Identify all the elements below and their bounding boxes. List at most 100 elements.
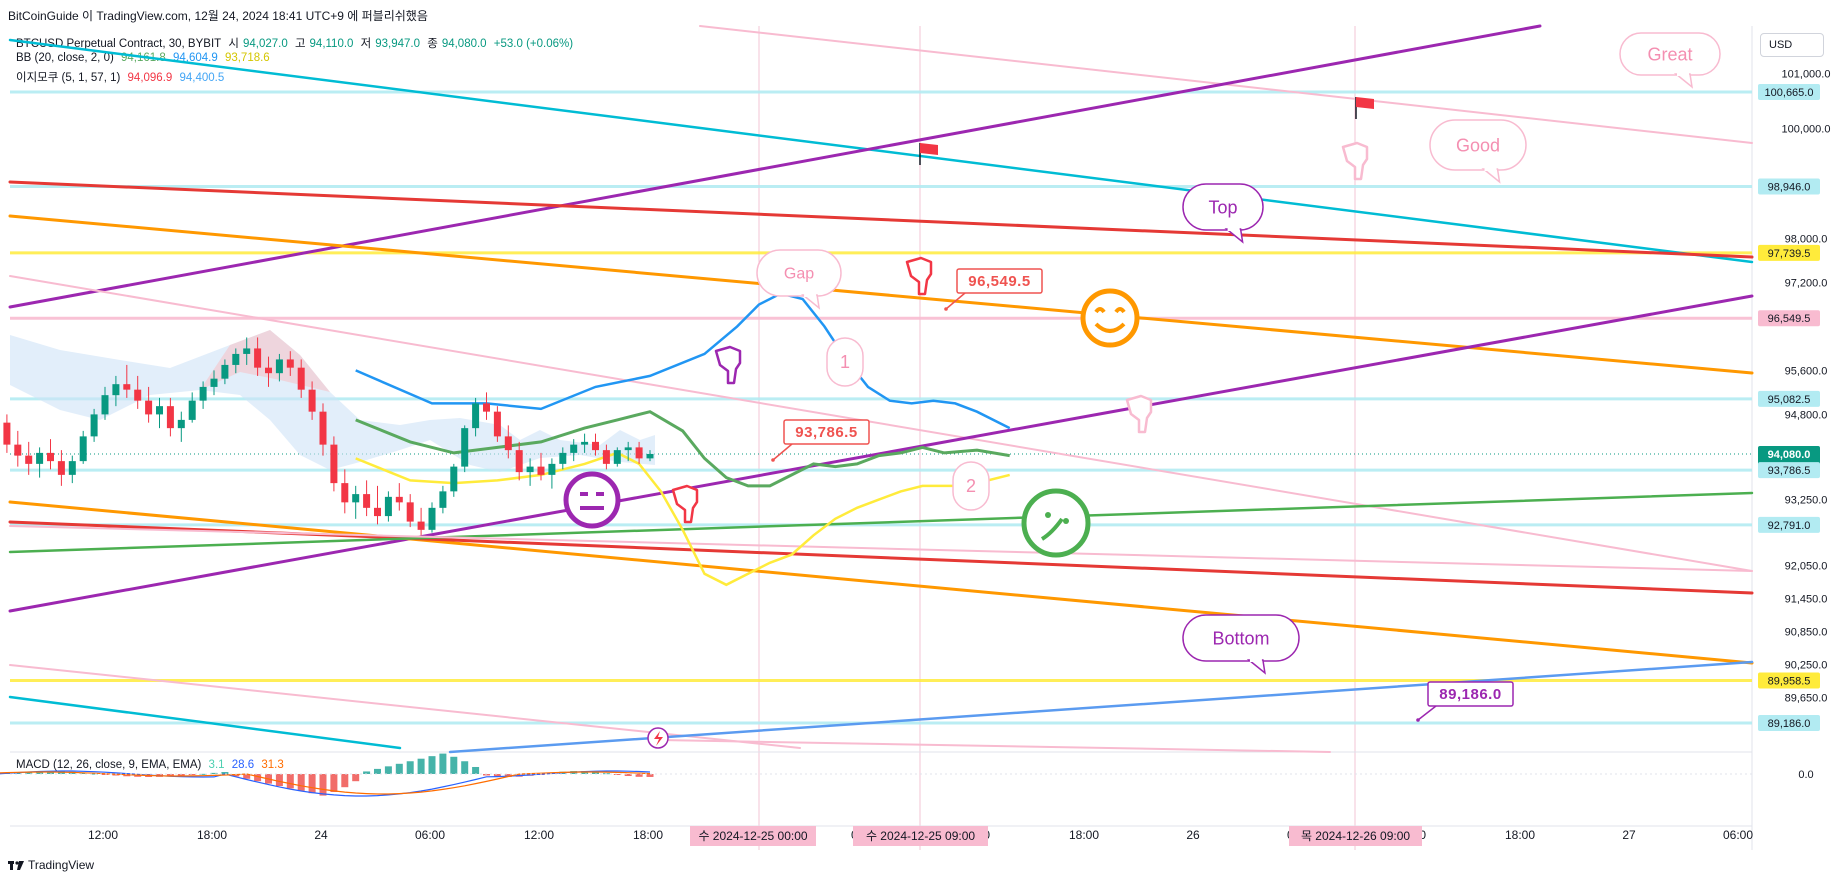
smiley-face-icon[interactable]	[1080, 288, 1140, 348]
price-tag[interactable]: 89,958.5	[1758, 672, 1820, 689]
candle-body	[145, 400, 153, 415]
bottom-callout[interactable]: Bottom	[1182, 614, 1300, 675]
flag-icon[interactable]	[919, 143, 938, 165]
price-tick-label: 90,250.0	[1785, 660, 1828, 672]
great-callout[interactable]: Great	[1619, 32, 1721, 89]
price-tick-label: 93,250.0	[1785, 495, 1828, 507]
time-tick-label: 18:00	[197, 828, 227, 842]
time-highlight-label[interactable]: 목 2024-12-26 09:00	[1289, 826, 1422, 846]
ichimoku-b-value: 94,400.5	[179, 72, 225, 84]
time-tick-label: 06:00	[415, 828, 445, 842]
pointing-hand-icon[interactable]	[905, 256, 933, 296]
callout-2[interactable]: 2	[952, 461, 990, 511]
macd-histogram-bar	[210, 772, 218, 774]
symbol-legend[interactable]: BTCUSD Perpetual Contract, 30, BYBIT 시 94…	[16, 35, 577, 51]
hand-shape	[714, 345, 742, 385]
candle-body	[493, 411, 501, 437]
neutral-face-icon[interactable]	[563, 471, 621, 529]
trend-line	[8, 500, 1754, 665]
price-label-96549-box[interactable]	[956, 268, 1043, 294]
flag-icon[interactable]	[1355, 97, 1374, 119]
candle-body	[341, 483, 349, 503]
price-label-93786-pointer	[772, 443, 793, 461]
pointing-hand-icon[interactable]	[1125, 394, 1153, 434]
confused-face-icon[interactable]	[1021, 488, 1091, 558]
gap-callout-bubble[interactable]	[756, 249, 842, 297]
currency-button[interactable]: USD	[1760, 33, 1824, 57]
price-label-89186-box[interactable]	[1427, 681, 1514, 707]
gap-callout[interactable]: Gap	[756, 249, 842, 310]
candle-body	[297, 367, 305, 390]
candle-body	[3, 422, 11, 445]
macd-label[interactable]: MACD (12, 26, close, 9, EMA, EMA)	[16, 759, 202, 771]
time-highlight-text: 목 2024-12-26 09:00	[1301, 829, 1410, 843]
macd-legend[interactable]: MACD (12, 26, close, 9, EMA, EMA) 3.1 28…	[16, 759, 288, 771]
pointing-hand-icon[interactable]	[714, 345, 742, 385]
price-tag[interactable]: 98,946.0	[1758, 178, 1820, 195]
price-tag-bg	[1758, 310, 1820, 327]
candle-body	[559, 452, 567, 464]
callout-1-shape[interactable]	[826, 337, 864, 387]
good-callout-tail-mask	[1484, 167, 1497, 171]
top-callout[interactable]: Top	[1182, 183, 1264, 244]
candle-body	[243, 348, 251, 354]
pointing-hand-icon[interactable]	[671, 484, 699, 524]
price-label-93786-box[interactable]	[783, 419, 870, 445]
macd-histogram-bar	[439, 753, 447, 774]
high-label: 고	[294, 38, 306, 50]
price-label-89186[interactable]: 89,186.0	[1416, 681, 1514, 722]
time-tick-label: 18:00	[1069, 828, 1099, 842]
candle-body	[602, 450, 610, 464]
price-tag[interactable]: 96,549.5	[1758, 310, 1820, 327]
candle-body	[166, 406, 174, 429]
top-callout-bubble[interactable]	[1182, 183, 1264, 231]
macd-histogram-bar	[90, 773, 98, 775]
candle-body	[47, 452, 54, 462]
macd-histogram-bar	[406, 761, 414, 774]
price-axis[interactable]: 101,000.0 100,000.0 98,000.0 97,200.0 95,600…	[1758, 69, 1830, 781]
candle-body	[646, 453, 654, 459]
tradingview-footer[interactable]: TradingView	[8, 858, 94, 872]
trend-line	[8, 491, 1754, 554]
low-label: 저	[360, 38, 372, 50]
candles	[3, 337, 654, 536]
candle-body	[363, 494, 371, 508]
pointing-hand-icon[interactable]	[1341, 141, 1369, 181]
candle-body	[232, 353, 240, 365]
price-label-93786[interactable]: 93,786.5	[771, 419, 870, 462]
ichimoku-label[interactable]: 이지모쿠 (5, 1, 57, 1)	[16, 72, 121, 84]
price-tag[interactable]: 92,791.0	[1758, 516, 1820, 533]
candle-body	[613, 450, 621, 464]
price-label-96549[interactable]: 96,549.5	[944, 268, 1043, 311]
good-callout-bubble[interactable]	[1429, 119, 1527, 171]
price-tag-label: 93,786.5	[1768, 465, 1811, 477]
great-callout-bubble[interactable]	[1619, 32, 1721, 76]
price-tag[interactable]: 100,665.0	[1758, 84, 1820, 100]
time-axis[interactable]: 12:0018:002406:0012:0018:0006:0012:0018:…	[88, 826, 1753, 846]
callout-2-shape[interactable]	[952, 461, 990, 511]
price-tag[interactable]: 89,186.0	[1758, 715, 1820, 731]
price-tag[interactable]: 95,082.5	[1758, 390, 1820, 407]
flag-cloth	[920, 143, 938, 155]
bottom-callout-bubble[interactable]	[1182, 614, 1300, 662]
macd-histogram-bar	[243, 774, 251, 779]
lightning-icon[interactable]	[647, 727, 669, 749]
time-tick-label: 27	[1622, 828, 1636, 842]
trend-line	[8, 180, 1754, 259]
price-tag[interactable]: 93,786.5	[1758, 462, 1820, 479]
macd-histogram-bar	[199, 773, 207, 775]
price-tag-bg	[1758, 244, 1820, 261]
callout-1[interactable]: 1	[826, 337, 864, 387]
bb-label[interactable]: BB (20, close, 2, 0)	[16, 52, 114, 64]
price-tag[interactable]: 97,739.5	[1758, 244, 1820, 261]
time-highlight-label[interactable]: 수 2024-12-25 09:00	[853, 826, 988, 846]
trend-lines	[8, 24, 1754, 754]
good-callout[interactable]: Good	[1429, 119, 1527, 184]
ichimoku-legend[interactable]: 이지모쿠 (5, 1, 57, 1) 94,096.9 94,400.5	[16, 69, 228, 85]
price-tag-bg	[1758, 516, 1820, 533]
candle-body	[450, 466, 458, 492]
macd-histogram-bar	[384, 766, 392, 774]
macd-histogram-bar	[592, 771, 599, 774]
time-highlight-label[interactable]: 수 2024-12-25 00:00	[690, 826, 816, 846]
